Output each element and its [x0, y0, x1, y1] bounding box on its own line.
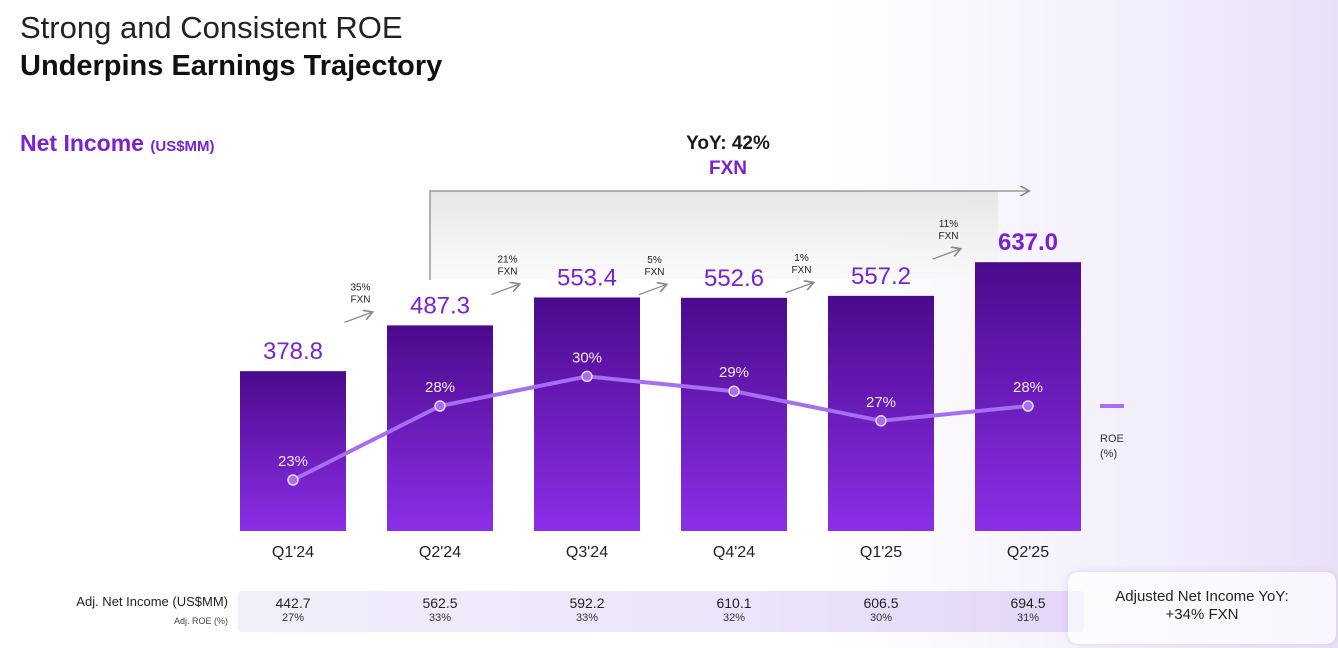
bar-Q2'24: [387, 325, 493, 531]
growth-arrow: [491, 284, 519, 296]
roe-label: 23%: [278, 453, 308, 470]
roe-point: [434, 400, 446, 412]
growth-pct: 1%: [794, 253, 809, 264]
row-label-adj-net-income: Adj. Net Income (US$MM): [76, 594, 228, 609]
table-cell: 442.7 27%: [238, 595, 348, 624]
adj-net-income-value: 606.5: [863, 595, 899, 611]
category-label: Q1'24: [272, 544, 314, 561]
growth-pct: 5%: [647, 255, 662, 266]
table-cell: 610.1 32%: [679, 595, 789, 624]
adjusted-yoy-callout: Adjusted Net Income YoY: +34% FXN: [1068, 572, 1336, 644]
adjusted-table-band: [238, 591, 1084, 632]
growth-arrow: [344, 312, 372, 323]
legend-roe-label: ROE: [1100, 433, 1124, 445]
bar-value-label: 637.0: [998, 229, 1058, 256]
growth-basis: FXN: [498, 266, 518, 277]
yoy-bracket-fill: [430, 191, 998, 279]
yoy-label: YoY: 42%: [686, 133, 770, 154]
adj-net-income-value: 592.2: [569, 595, 605, 611]
row-label-adj-roe: Adj. ROE (%): [173, 616, 228, 626]
callout-line-1: Adjusted Net Income YoY:: [1115, 588, 1289, 605]
adj-roe-value: 33%: [575, 612, 599, 624]
adj-roe-value: 32%: [722, 612, 746, 624]
growth-basis: FXN: [645, 267, 665, 278]
category-label: Q3'24: [566, 544, 608, 561]
roe-point: [875, 415, 887, 427]
subtitle-unit: (US$MM): [150, 138, 215, 155]
roe-point: [581, 370, 593, 383]
roe-point: [728, 385, 740, 397]
chart-subtitle: Net Income (US$MM): [20, 130, 215, 157]
title-line-2: Underpins Earnings Trajectory: [20, 50, 443, 82]
growth-pct: 35%: [350, 282, 370, 293]
table-cell: 562.5 33%: [385, 595, 495, 624]
growth-basis: FXN: [792, 265, 812, 276]
growth-pct: 11%: [939, 219, 958, 230]
growth-arrow: [638, 285, 666, 296]
bar-Q2'25: [975, 262, 1081, 531]
bar-value-label: 552.6: [704, 265, 764, 292]
title-line-1: Strong and Consistent ROE: [20, 10, 403, 45]
adj-net-income-value: 442.7: [275, 595, 311, 611]
growth-arrow: [932, 249, 960, 260]
bar-Q3'24: [534, 297, 640, 531]
subtitle-text: Net Income: [20, 130, 144, 156]
growth-basis: FXN: [939, 231, 959, 242]
roe-point: [287, 474, 299, 486]
bar-value-label: 487.3: [410, 292, 470, 319]
category-label: Q2'24: [419, 544, 461, 561]
adj-roe-value: 31%: [1016, 612, 1040, 624]
yoy-basis: FXN: [709, 158, 747, 179]
legend-roe-unit: (%): [1100, 448, 1117, 460]
roe-label: 27%: [866, 394, 896, 411]
adj-net-income-value: 562.5: [422, 595, 458, 611]
bar-value-label: 553.4: [557, 264, 617, 291]
table-cell: 606.5 30%: [826, 595, 936, 624]
roe-label: 28%: [1013, 379, 1043, 396]
adj-net-income-value: 610.1: [716, 595, 752, 611]
bar-value-label: 557.2: [851, 263, 911, 290]
roe-label: 28%: [425, 379, 455, 396]
bar-Q4'24: [681, 297, 787, 531]
roe-line: [292, 374, 1029, 482]
adj-roe-value: 30%: [869, 612, 893, 624]
yoy-bracket-arrow: [429, 191, 1028, 280]
callout-line-2: +34% FXN: [1165, 606, 1239, 623]
growth-basis: FXN: [351, 294, 371, 305]
category-label: Q4'24: [713, 544, 755, 561]
growth-arrow: [785, 283, 813, 294]
roe-point: [1022, 400, 1034, 412]
table-cell: 592.2 33%: [532, 595, 642, 624]
bar-value-label: 378.8: [263, 338, 323, 365]
bar-Q1'24: [240, 371, 346, 531]
adj-net-income-value: 694.5: [1010, 595, 1046, 611]
growth-pct: 21%: [497, 254, 517, 265]
category-label: Q2'25: [1007, 544, 1049, 561]
adj-roe-value: 27%: [281, 612, 305, 624]
table-cell: 694.5 31%: [973, 595, 1083, 624]
category-label: Q1'25: [860, 544, 902, 561]
roe-label: 29%: [719, 364, 749, 381]
roe-label: 30%: [572, 349, 602, 366]
adj-roe-value: 33%: [428, 612, 452, 624]
